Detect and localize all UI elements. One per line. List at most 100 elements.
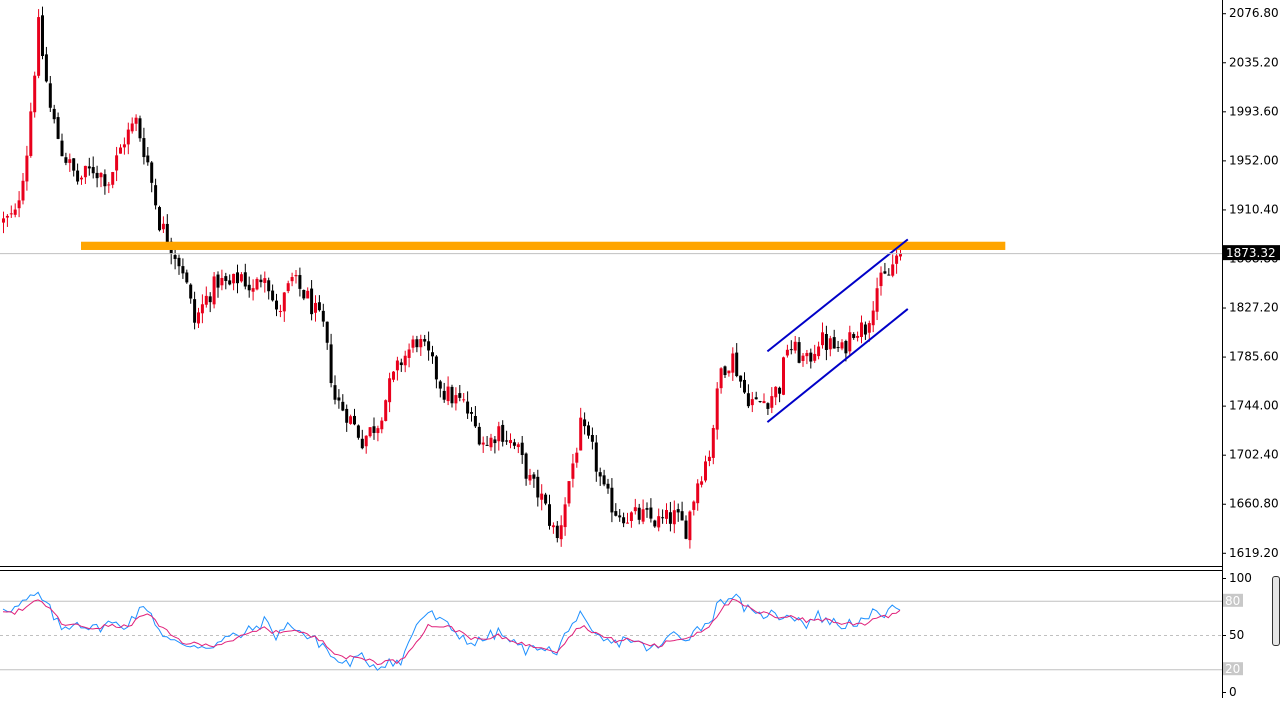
candle (817, 341, 821, 360)
candle (282, 292, 286, 322)
candle-body (376, 428, 380, 434)
candle (99, 172, 103, 188)
candle (267, 277, 271, 300)
candle (107, 181, 111, 194)
candle (575, 447, 579, 468)
candle (470, 407, 473, 422)
candle-body (743, 379, 746, 393)
candle-body (590, 434, 594, 442)
candle (83, 165, 87, 184)
candle-body (863, 324, 867, 335)
price-tick-label: 1827.20 (1229, 301, 1279, 315)
candle (774, 386, 778, 406)
candle (551, 522, 555, 534)
candle-body (719, 368, 723, 389)
candle-body (302, 290, 306, 299)
candle (477, 422, 481, 446)
candle (548, 494, 551, 530)
candle (189, 283, 193, 304)
candle-body (353, 415, 356, 425)
candle (372, 417, 376, 440)
candle-body (372, 426, 376, 433)
candle (672, 500, 676, 534)
candle-body (649, 507, 653, 519)
candle-body (579, 417, 583, 451)
candle-body (298, 275, 302, 289)
oscillator-panel[interactable] (0, 591, 1222, 671)
candle-body (555, 525, 559, 539)
candle-body (431, 352, 434, 357)
candle (891, 254, 895, 278)
candle (236, 264, 239, 294)
channel-upper-line[interactable] (766, 238, 909, 353)
candle-body (641, 509, 645, 522)
candle-body (341, 401, 345, 411)
candle (856, 331, 860, 342)
candle-body (778, 387, 782, 394)
candle-body (126, 129, 130, 145)
candle (60, 133, 64, 157)
candle (739, 375, 743, 388)
candle (130, 117, 134, 134)
candle-body (146, 155, 150, 163)
candle-body (848, 332, 852, 352)
candle-body (567, 481, 571, 504)
resistance-zone[interactable] (81, 241, 1006, 250)
price-tick-label: 1993.60 (1229, 104, 1279, 118)
candle-body (684, 520, 688, 539)
candle-body (165, 223, 169, 244)
candle (76, 163, 80, 185)
candle (9, 205, 13, 218)
candle (852, 332, 856, 340)
oscillator-axis: 100 80 50 20 0 (1222, 571, 1252, 699)
candle (419, 334, 423, 356)
candle (407, 343, 411, 368)
candle (797, 337, 801, 364)
candle-body (427, 341, 431, 351)
candle-body (80, 177, 83, 180)
candle (563, 497, 567, 536)
candle (415, 335, 419, 353)
candle-body (516, 444, 520, 448)
candle-body (497, 426, 501, 442)
candle-body (782, 357, 785, 395)
channel-lower-line[interactable] (766, 308, 909, 423)
candle (860, 315, 863, 344)
candle (676, 503, 680, 522)
annotations[interactable] (0, 238, 1222, 423)
candle (212, 272, 216, 309)
candle (200, 294, 204, 324)
candle (707, 450, 711, 467)
price-axis[interactable]: 2076.802035.201993.601952.001910.401868.… (1222, 6, 1280, 560)
candle-body (325, 321, 329, 343)
candle (317, 295, 321, 312)
candle-body (883, 271, 887, 274)
candle-body (228, 280, 232, 285)
candle-body (871, 310, 875, 326)
candle-body (395, 360, 399, 371)
candle (33, 71, 37, 118)
candle-body (415, 339, 419, 348)
candle-body (275, 300, 278, 310)
price-tick-label: 1619.20 (1229, 546, 1279, 560)
candle (204, 286, 208, 308)
candle (29, 102, 33, 158)
candle (161, 216, 165, 234)
candle-body (142, 138, 146, 158)
candle (770, 387, 774, 414)
candle (633, 498, 637, 515)
candle-body (286, 283, 290, 292)
candle-body (836, 347, 840, 349)
candle (44, 46, 48, 83)
scroll-handle[interactable] (1272, 576, 1280, 646)
candle-body (173, 255, 177, 259)
candle-body (83, 165, 87, 178)
candle (64, 152, 68, 166)
candle-body (856, 335, 860, 338)
candle-body (813, 353, 817, 361)
candle-body (821, 332, 824, 346)
candle-body (450, 386, 454, 404)
candle-body (212, 276, 216, 305)
